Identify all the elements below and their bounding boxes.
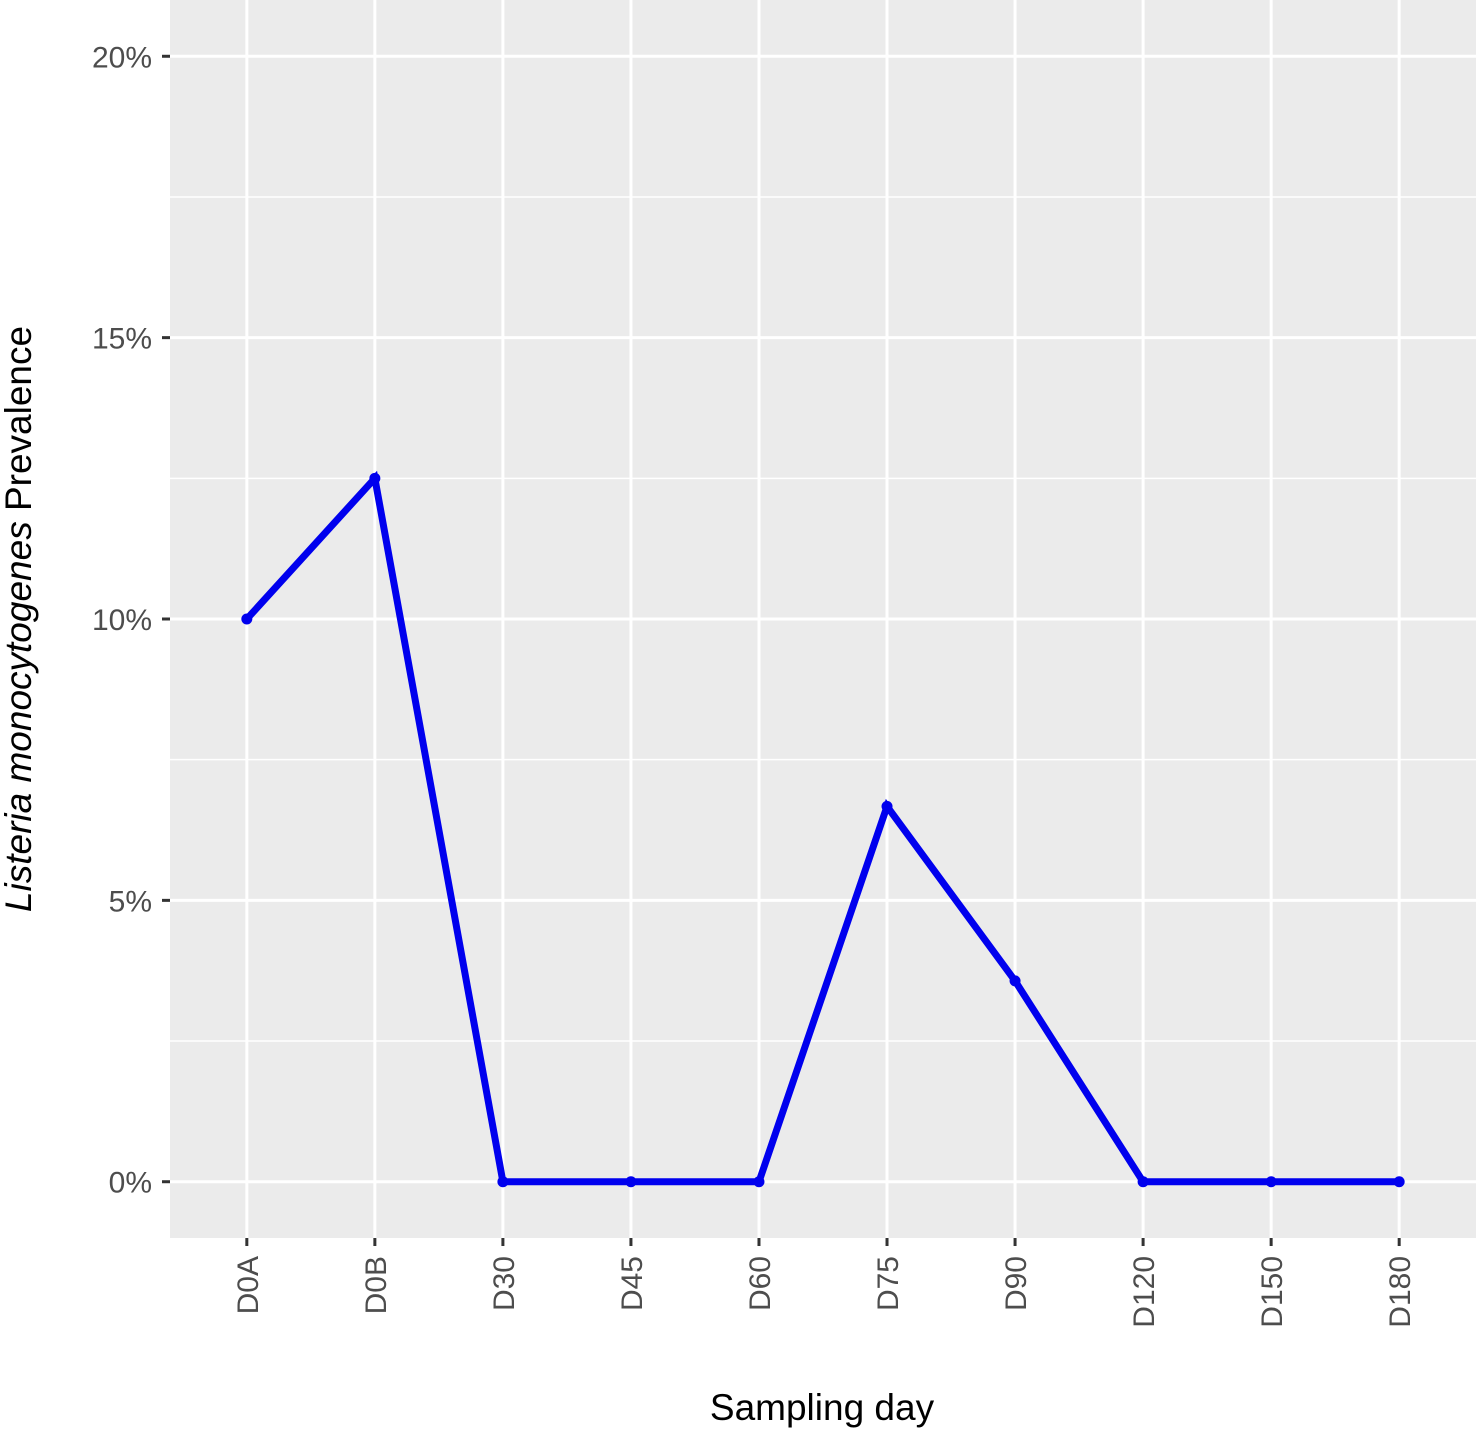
data-point <box>241 613 253 625</box>
data-point <box>625 1176 637 1188</box>
x-tick-label: D120 <box>1128 1256 1161 1328</box>
x-axis-title: Sampling day <box>710 1387 935 1428</box>
series-line <box>244 470 1400 1186</box>
y-tick-label: 15% <box>92 323 152 356</box>
x-tick-label: D60 <box>744 1256 777 1311</box>
y-axis-title-measure: Prevalence <box>0 326 39 521</box>
grid-major-y <box>170 54 1476 1184</box>
y-axis-title: Listeria monocytogenes Prevalence <box>0 326 39 912</box>
x-tick-label: D0A <box>232 1256 265 1314</box>
x-tick-label: D45 <box>616 1256 649 1311</box>
data-point <box>881 800 893 812</box>
x-tick-label: D180 <box>1384 1256 1417 1328</box>
y-tick-label: 10% <box>92 604 152 637</box>
data-point <box>1393 1176 1405 1188</box>
x-tick-label: D90 <box>1000 1256 1033 1311</box>
x-tick-label: D30 <box>488 1256 521 1311</box>
data-point <box>497 1176 509 1188</box>
x-axis: D0A D0B D30 D45 D60 D75 D90 D120 D150 D180 <box>232 1238 1417 1328</box>
data-point <box>1137 1176 1149 1188</box>
data-point <box>1009 975 1021 987</box>
data-point <box>369 472 381 484</box>
y-axis: 0% 5% 10% 15% 20% <box>92 41 170 1200</box>
x-tick-label: D0B <box>360 1256 393 1314</box>
data-point <box>753 1176 765 1188</box>
y-tick-label: 0% <box>109 1167 152 1200</box>
grid-minor <box>170 196 1476 1042</box>
y-tick-label: 20% <box>92 41 152 74</box>
y-axis-title-species: Listeria monocytogenes <box>0 521 39 912</box>
x-tick-label: D150 <box>1256 1256 1289 1328</box>
x-tick-label: D75 <box>872 1256 905 1311</box>
data-point <box>1265 1176 1277 1188</box>
series <box>241 470 1405 1188</box>
y-tick-label: 5% <box>109 885 152 918</box>
